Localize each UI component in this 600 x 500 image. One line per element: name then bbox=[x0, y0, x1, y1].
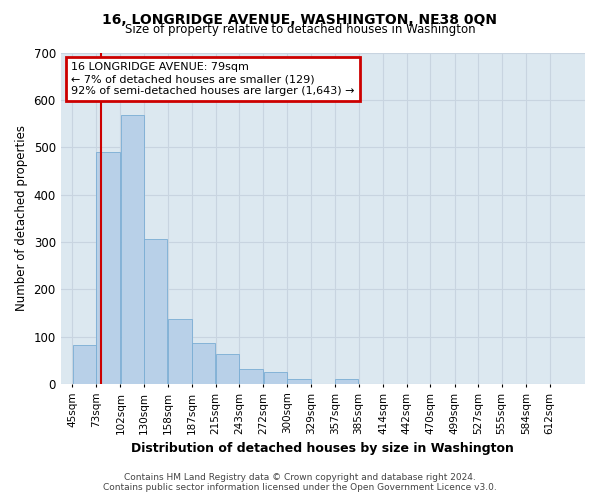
Text: 16 LONGRIDGE AVENUE: 79sqm
← 7% of detached houses are smaller (129)
92% of semi: 16 LONGRIDGE AVENUE: 79sqm ← 7% of detac… bbox=[71, 62, 355, 96]
Y-axis label: Number of detached properties: Number of detached properties bbox=[15, 125, 28, 311]
Bar bbox=[193, 343, 215, 384]
Text: Contains HM Land Registry data © Crown copyright and database right 2024.
Contai: Contains HM Land Registry data © Crown c… bbox=[103, 473, 497, 492]
Bar bbox=[216, 354, 239, 384]
Bar bbox=[121, 116, 143, 384]
Bar bbox=[287, 379, 311, 384]
Text: Size of property relative to detached houses in Washington: Size of property relative to detached ho… bbox=[125, 22, 475, 36]
Bar bbox=[335, 379, 358, 384]
X-axis label: Distribution of detached houses by size in Washington: Distribution of detached houses by size … bbox=[131, 442, 514, 455]
Bar bbox=[239, 369, 263, 384]
Bar bbox=[145, 238, 167, 384]
Bar bbox=[264, 372, 287, 384]
Bar bbox=[73, 344, 95, 384]
Bar bbox=[168, 319, 191, 384]
Text: 16, LONGRIDGE AVENUE, WASHINGTON, NE38 0QN: 16, LONGRIDGE AVENUE, WASHINGTON, NE38 0… bbox=[103, 12, 497, 26]
Bar bbox=[97, 152, 120, 384]
